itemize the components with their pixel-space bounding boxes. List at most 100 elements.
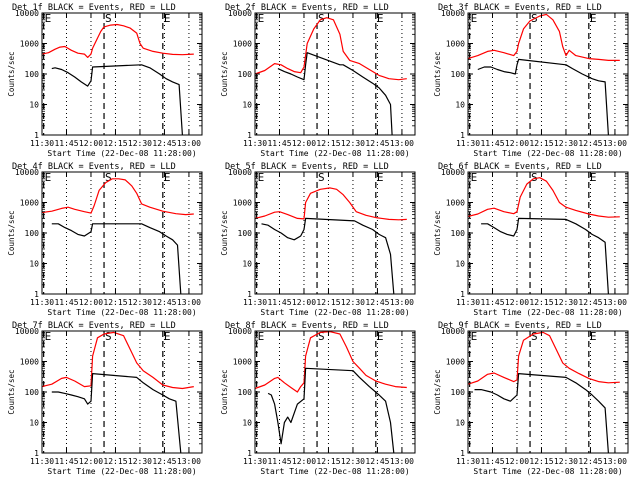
x-tick-label: 11:45 <box>480 457 504 466</box>
x-tick-label: 12:45 <box>578 298 602 307</box>
x-tick-label: 12:30 <box>554 139 578 148</box>
x-tick-label: 11:45 <box>480 298 504 307</box>
event-marker-label: E <box>164 12 171 25</box>
y-tick-label: 10000 <box>228 9 252 18</box>
series-lld-red <box>41 331 194 390</box>
y-axis-label: Counts/sec <box>220 210 229 255</box>
y-tick-label: 1 <box>460 449 465 458</box>
x-tick-label: 12:45 <box>578 139 602 148</box>
event-marker-label: E <box>377 171 384 184</box>
x-tick-label: 12:15 <box>103 298 127 307</box>
y-tick-label: 10000 <box>441 327 465 336</box>
x-tick-label: 12:00 <box>292 298 316 307</box>
y-tick-label: 10000 <box>228 327 252 336</box>
x-axis-label: Start Time (22-Dec-08 11:28:00) <box>473 467 622 476</box>
x-tick-label: 11:30 <box>456 139 480 148</box>
y-tick-label: 1 <box>460 290 465 299</box>
x-tick-label: 11:30 <box>456 298 480 307</box>
event-marker-label: E <box>164 330 171 343</box>
x-tick-label: 11:30 <box>30 139 54 148</box>
chart-title: Det 8f BLACK = Events, RED = LLD <box>225 321 389 331</box>
series-events-black <box>51 223 182 295</box>
y-tick-label: 100 <box>238 388 253 397</box>
y-tick-label: 10 <box>29 419 39 428</box>
event-marker-label: E <box>590 171 597 184</box>
series-events-black <box>51 373 182 454</box>
x-tick-label: 12:15 <box>316 139 340 148</box>
chart-title: Det 6f BLACK = Events, RED = LLD <box>438 162 602 172</box>
series-lld-red <box>41 178 194 216</box>
event-marker-label: S <box>105 171 112 184</box>
event-marker-label: E <box>258 330 265 343</box>
y-tick-label: 1 <box>34 131 39 140</box>
x-tick-label: 12:45 <box>365 457 389 466</box>
event-marker-label: S <box>531 171 538 184</box>
y-tick-label: 10 <box>242 419 252 428</box>
x-tick-label: 11:45 <box>54 298 78 307</box>
y-tick-label: 10000 <box>15 168 39 177</box>
x-tick-label: 11:30 <box>243 139 267 148</box>
x-tick-label: 12:15 <box>529 139 553 148</box>
event-marker-label: E <box>258 12 265 25</box>
chart-title: Det 3f BLACK = Events, RED = LLD <box>438 3 602 13</box>
y-tick-label: 1000 <box>446 199 465 208</box>
series-lld-red <box>254 17 407 81</box>
event-marker-label: E <box>471 330 478 343</box>
y-tick-label: 10 <box>242 101 252 110</box>
y-tick-label: 100 <box>238 229 253 238</box>
chart-title: Det 2f BLACK = Events, RED = LLD <box>225 3 389 13</box>
x-axis-label: Start Time (22-Dec-08 11:28:00) <box>260 149 409 158</box>
y-tick-label: 1000 <box>20 358 39 367</box>
x-tick-label: 12:15 <box>103 457 127 466</box>
x-tick-label: 12:30 <box>554 298 578 307</box>
x-tick-label: 12:00 <box>505 298 529 307</box>
y-tick-label: 10 <box>29 101 39 110</box>
series-events-black <box>477 58 609 136</box>
y-tick-label: 10000 <box>441 168 465 177</box>
x-tick-label: 11:30 <box>243 298 267 307</box>
y-axis-label: Counts/sec <box>433 210 442 255</box>
x-tick-label: 12:30 <box>128 139 152 148</box>
x-tick-label: 11:45 <box>267 457 291 466</box>
y-tick-label: 1 <box>34 449 39 458</box>
y-tick-label: 100 <box>25 229 40 238</box>
x-tick-label: 13:00 <box>603 457 627 466</box>
y-tick-label: 1000 <box>446 358 465 367</box>
x-axis-label: Start Time (22-Dec-08 11:28:00) <box>260 467 409 476</box>
x-tick-label: 12:00 <box>79 298 103 307</box>
y-axis-label: Counts/sec <box>7 51 16 96</box>
y-axis-label: Counts/sec <box>433 51 442 96</box>
x-axis-label: Start Time (22-Dec-08 11:28:00) <box>47 308 196 317</box>
event-marker-label: E <box>590 12 597 25</box>
y-tick-label: 10000 <box>15 327 39 336</box>
y-tick-label: 10 <box>29 260 39 269</box>
series-events-black <box>261 217 395 295</box>
x-tick-label: 12:00 <box>79 139 103 148</box>
event-marker-label: E <box>45 330 52 343</box>
x-tick-label: 13:00 <box>390 298 414 307</box>
y-tick-label: 100 <box>451 70 466 79</box>
y-axis-label: Counts/sec <box>7 369 16 414</box>
event-marker-label: E <box>377 12 384 25</box>
event-marker-label: S <box>105 12 112 25</box>
y-tick-label: 100 <box>25 388 40 397</box>
x-tick-label: 12:45 <box>152 298 176 307</box>
y-tick-label: 1 <box>247 449 252 458</box>
x-tick-label: 12:30 <box>128 457 152 466</box>
y-tick-label: 1000 <box>233 40 252 49</box>
chart-title: Det 7f BLACK = Events, RED = LLD <box>12 321 176 331</box>
y-tick-label: 10 <box>455 419 465 428</box>
y-tick-label: 1000 <box>446 40 465 49</box>
x-tick-label: 12:00 <box>505 457 529 466</box>
y-axis-label: Counts/sec <box>220 369 229 414</box>
series-lld-red <box>467 331 620 385</box>
x-tick-label: 13:00 <box>390 457 414 466</box>
x-tick-label: 12:15 <box>103 139 127 148</box>
x-tick-label: 11:45 <box>267 139 291 148</box>
x-tick-label: 11:30 <box>30 457 54 466</box>
